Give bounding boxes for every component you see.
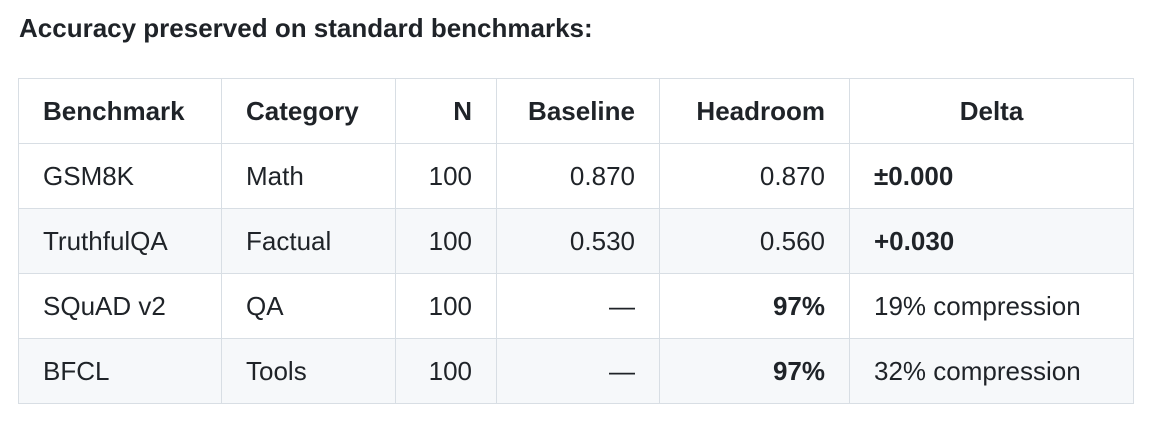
benchmark-table: Benchmark Category N Baseline Headroom D…	[18, 78, 1134, 404]
cell: SQuAD v2	[18, 273, 222, 339]
cell: 0.560	[659, 208, 850, 274]
cell: 0.870	[496, 143, 660, 209]
cell: Tools	[221, 338, 396, 404]
column-header: N	[395, 78, 497, 144]
cell: TruthfulQA	[18, 208, 222, 274]
cell: 0.530	[496, 208, 660, 274]
cell: 97%	[659, 338, 850, 404]
cell: ±0.000	[849, 143, 1134, 209]
cell: 100	[395, 338, 497, 404]
cell: 19% compression	[849, 273, 1134, 339]
column-header: Baseline	[496, 78, 660, 144]
table-body: GSM8K Math 100 0.870 0.870 ±0.000 Truthf…	[18, 143, 1134, 404]
row: GSM8K Math 100 0.870 0.870 ±0.000	[18, 143, 1134, 209]
header-row: Benchmark Category N Baseline Headroom D…	[18, 78, 1134, 144]
column-header: Benchmark	[18, 78, 222, 144]
cell: 100	[395, 143, 497, 209]
cell: 100	[395, 273, 497, 339]
row: BFCL Tools 100 — 97% 32% compression	[18, 338, 1134, 404]
cell: QA	[221, 273, 396, 339]
column-header: Category	[221, 78, 396, 144]
cell: 0.870	[659, 143, 850, 209]
table-head: Benchmark Category N Baseline Headroom D…	[18, 78, 1134, 144]
cell: GSM8K	[18, 143, 222, 209]
row: TruthfulQA Factual 100 0.530 0.560 +0.03…	[18, 208, 1134, 274]
row: SQuAD v2 QA 100 — 97% 19% compression	[18, 273, 1134, 339]
cell: Factual	[221, 208, 396, 274]
cell: —	[496, 338, 660, 404]
heading: Accuracy preserved on standard benchmark…	[19, 13, 593, 43]
cell: Math	[221, 143, 396, 209]
column-header: Delta	[849, 78, 1134, 144]
cell: 100	[395, 208, 497, 274]
cell: 97%	[659, 273, 850, 339]
cell: —	[496, 273, 660, 339]
cell: 32% compression	[849, 338, 1134, 404]
column-header: Headroom	[659, 78, 850, 144]
cell: +0.030	[849, 208, 1134, 274]
cell: BFCL	[18, 338, 222, 404]
